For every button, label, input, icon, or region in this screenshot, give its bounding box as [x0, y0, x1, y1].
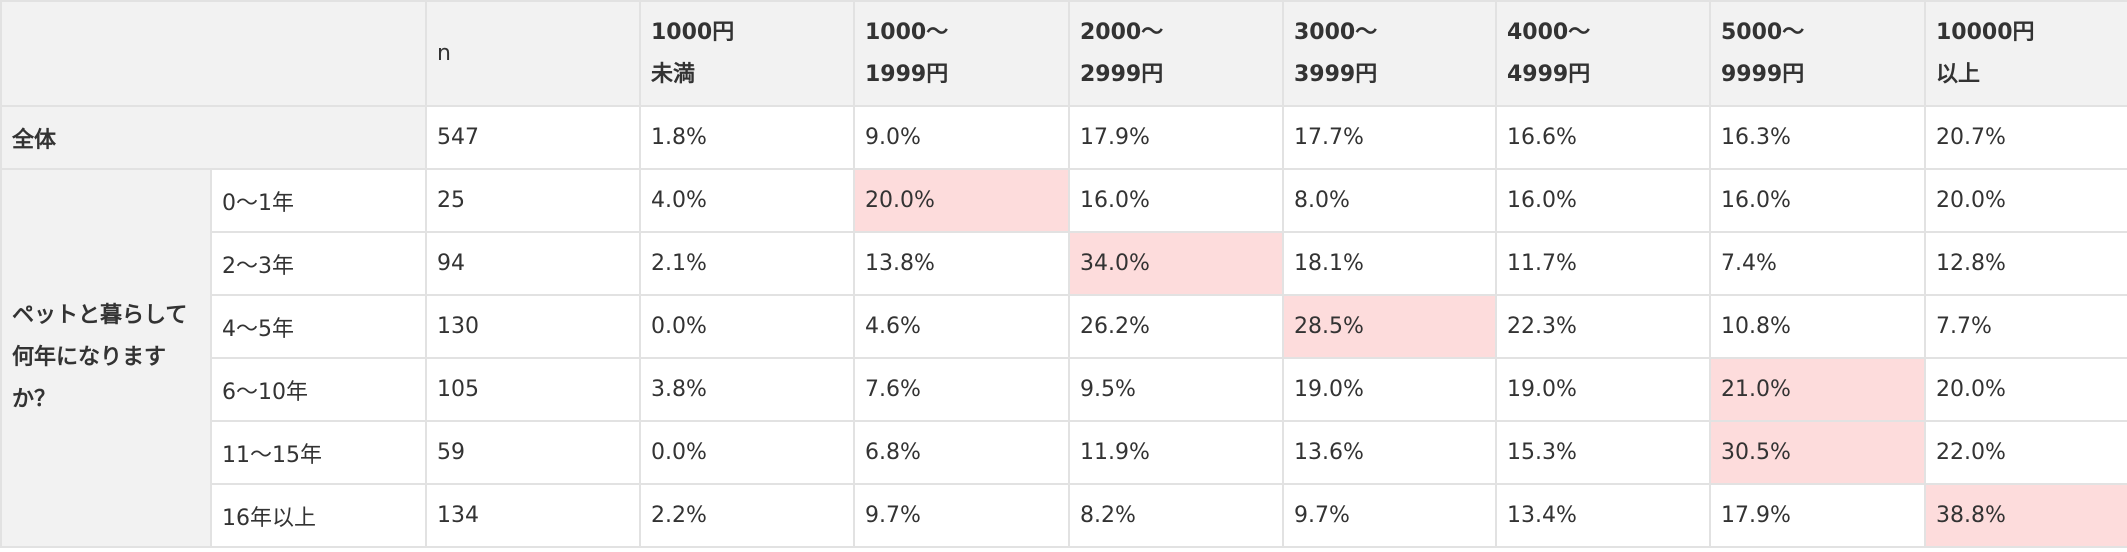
value-cell: 11.7%: [1495, 231, 1711, 296]
value-cell: 16.3%: [1709, 105, 1926, 170]
header-line: 10000円: [1936, 19, 2035, 45]
value-cell: 19.0%: [1495, 357, 1711, 422]
header-line: 1000〜: [865, 19, 949, 45]
header-line: 3000〜: [1294, 19, 1378, 45]
value-cell: 22.3%: [1495, 294, 1711, 359]
row-label: 16年以上: [210, 483, 427, 548]
data-row: ペットと暮らして何年になりますか？ 0〜1年 25 4.0% 20.0% 16.0% 8.0…: [0, 168, 2127, 548]
value-cell: 8.2%: [1068, 483, 1284, 548]
data-row: 16年以上 134 2.2% 9.7% 8.2% 9.7% 13.4% 17.9% 38.8%: [1, 483, 2127, 548]
value-cell: 20.0%: [1924, 168, 2127, 233]
value-cell: 4.0%: [639, 168, 855, 233]
value-cell: 0.0%: [639, 294, 855, 359]
value-cell: 16.0%: [1068, 168, 1284, 233]
value-cell: 9.7%: [1282, 483, 1497, 548]
row-label: 2〜3年: [210, 231, 427, 296]
value-cell: 9.7%: [853, 483, 1070, 548]
n-cell: 25: [425, 168, 641, 233]
header-line: 4999円: [1507, 61, 1591, 87]
row-label: 0〜1年: [210, 168, 427, 233]
value-cell: 11.9%: [1068, 420, 1284, 485]
value-cell: 30.5%: [1709, 420, 1926, 485]
value-cell: 13.6%: [1282, 420, 1497, 485]
row-label: 6〜10年: [210, 357, 427, 422]
header-line: 4000〜: [1507, 19, 1591, 45]
data-row: 11〜15年 59 0.0% 6.8% 11.9% 13.6% 15.3% 30.5% 22.0…: [1, 420, 2127, 485]
column-header: 3000〜 3999円: [1282, 0, 1497, 107]
column-header: 10000円 以上: [1924, 0, 2127, 107]
group-label: ペットと暮らして何年になりますか？: [0, 168, 212, 548]
n-header: n: [425, 0, 641, 107]
value-cell: 16.0%: [1709, 168, 1926, 233]
value-cell: 6.8%: [853, 420, 1070, 485]
value-cell: 16.6%: [1495, 105, 1711, 170]
header-line: 1999円: [865, 61, 949, 87]
value-cell: 0.0%: [639, 420, 855, 485]
header-line: 未満: [651, 61, 696, 87]
value-cell: 16.0%: [1495, 168, 1711, 233]
value-cell: 28.5%: [1282, 294, 1497, 359]
value-cell: 22.0%: [1924, 420, 2127, 485]
value-cell: 20.0%: [1924, 357, 2127, 422]
table-body: 全体 547 1.8% 9.0% 17.9% 17.7% 16.6% 16.3% 20.7% ペッ…: [0, 105, 2127, 548]
value-cell: 7.7%: [1924, 294, 2127, 359]
total-row: 全体 547 1.8% 9.0% 17.9% 17.7% 16.6% 16.3% 20.7%: [0, 105, 2127, 170]
header-line: 2999円: [1080, 61, 1164, 87]
column-header: 1000円未満: [639, 0, 855, 107]
value-cell: 12.8%: [1924, 231, 2127, 296]
value-cell: 7.4%: [1709, 231, 1926, 296]
column-header: 5000〜 9999円: [1709, 0, 1926, 107]
column-header: 2000〜 2999円: [1068, 0, 1284, 107]
header-row: n 1000円未満 1000〜 1999円 2000〜 2999円 3000〜 3999円 4…: [0, 0, 2127, 107]
value-cell: 9.0%: [853, 105, 1070, 170]
header-line: 5000〜: [1721, 19, 1805, 45]
column-header: 4000〜 4999円: [1495, 0, 1711, 107]
value-cell: 26.2%: [1068, 294, 1284, 359]
value-cell: 3.8%: [639, 357, 855, 422]
value-cell: 21.0%: [1709, 357, 1926, 422]
column-header: 1000〜 1999円: [853, 0, 1070, 107]
value-cell: 9.5%: [1068, 357, 1284, 422]
value-cell: 38.8%: [1924, 483, 2127, 548]
value-cell: 19.0%: [1282, 357, 1497, 422]
value-cell: 13.8%: [853, 231, 1070, 296]
header-line: 以上: [1936, 61, 1981, 87]
value-cell: 15.3%: [1495, 420, 1711, 485]
row-label: 4〜5年: [210, 294, 427, 359]
value-cell: 7.6%: [853, 357, 1070, 422]
value-cell: 2.1%: [639, 231, 855, 296]
value-cell: 20.7%: [1924, 105, 2127, 170]
value-cell: 13.4%: [1495, 483, 1711, 548]
value-cell: 4.6%: [853, 294, 1070, 359]
value-cell: 8.0%: [1282, 168, 1497, 233]
header-line: 2000〜: [1080, 19, 1164, 45]
row-label: 11〜15年: [210, 420, 427, 485]
value-cell: 17.9%: [1709, 483, 1926, 548]
value-cell: 17.9%: [1068, 105, 1284, 170]
n-cell: 547: [425, 105, 641, 170]
value-cell: 34.0%: [1068, 231, 1284, 296]
n-cell: 134: [425, 483, 641, 548]
data-row: 4〜5年 130 0.0% 4.6% 26.2% 28.5% 22.3% 10.8% 7.7%: [1, 294, 2127, 359]
n-cell: 130: [425, 294, 641, 359]
value-cell: 20.0%: [853, 168, 1070, 233]
value-cell: 17.7%: [1282, 105, 1497, 170]
data-row: 2〜3年 94 2.1% 13.8% 34.0% 18.1% 11.7% 7.4% 12.8%: [1, 231, 2127, 296]
n-cell: 94: [425, 231, 641, 296]
value-cell: 18.1%: [1282, 231, 1497, 296]
header-line: 3999円: [1294, 61, 1378, 87]
value-cell: 10.8%: [1709, 294, 1926, 359]
row-label: 全体: [0, 105, 427, 170]
value-cell: 1.8%: [639, 105, 855, 170]
header-line: 1000円: [651, 19, 735, 45]
n-cell: 105: [425, 357, 641, 422]
n-cell: 59: [425, 420, 641, 485]
corner-cell: [0, 0, 427, 107]
value-cell: 2.2%: [639, 483, 855, 548]
header-line: 9999円: [1721, 61, 1805, 87]
data-row: 6〜10年 105 3.8% 7.6% 9.5% 19.0% 19.0% 21.0% 20.0%: [1, 357, 2127, 422]
